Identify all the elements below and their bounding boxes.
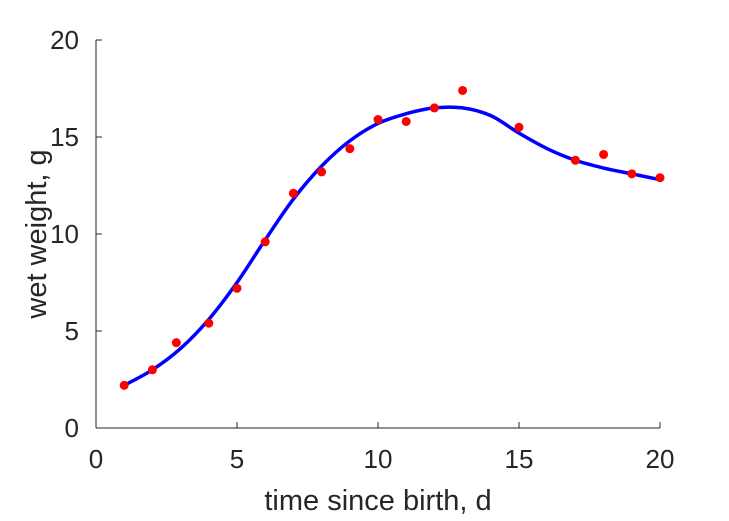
data-point (627, 169, 637, 179)
x-tick-label: 5 (230, 444, 244, 474)
y-tick-label: 20 (50, 25, 79, 55)
fit-curve-layer (122, 105, 662, 388)
data-point (599, 149, 609, 159)
data-point (458, 85, 468, 95)
x-tick-label: 15 (505, 444, 534, 474)
data-point (655, 173, 665, 183)
data-point (119, 380, 129, 390)
data-point (570, 155, 580, 165)
data-point (232, 283, 242, 293)
x-axis-label: time since birth, d (264, 485, 491, 517)
data-point (317, 167, 327, 177)
y-tick-label: 15 (50, 122, 79, 152)
data-point (204, 318, 214, 328)
axes (95, 40, 660, 429)
y-tick-label: 5 (65, 316, 79, 346)
data-point (288, 188, 298, 198)
y-axis-label: wet weight, g (21, 149, 53, 319)
y-tick-label: 0 (65, 413, 79, 443)
ticks: 0 5 10 15 20 0 5 10 15 20 (50, 25, 674, 474)
data-point (401, 116, 411, 126)
data-point (171, 338, 181, 348)
x-tick-label: 10 (364, 444, 393, 474)
x-tick-label: 20 (646, 444, 675, 474)
data-point (260, 237, 270, 247)
data-point (514, 122, 524, 132)
x-tick-label: 0 (89, 444, 103, 474)
y-tick-label: 10 (50, 219, 79, 249)
fit-curve (122, 105, 662, 388)
data-points-layer (119, 85, 665, 390)
data-point (429, 103, 439, 113)
data-point (373, 115, 383, 125)
data-point (147, 365, 157, 375)
data-point (345, 144, 355, 154)
